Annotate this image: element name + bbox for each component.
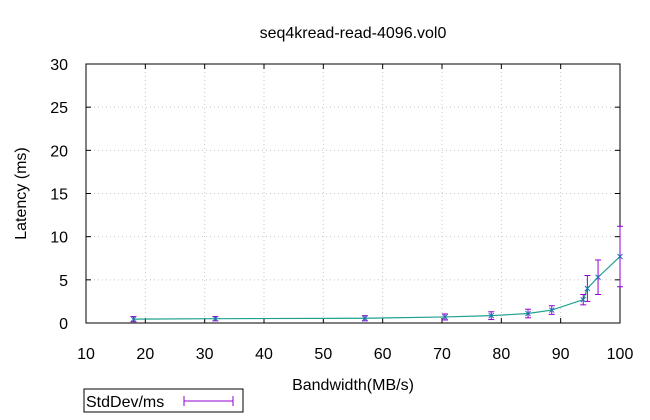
- x-axis-label: Bandwidth(MB/s): [292, 377, 414, 394]
- x-tick-label: 30: [196, 346, 214, 363]
- data-point: [362, 315, 368, 322]
- data-point-stroke: [362, 315, 368, 322]
- data-point-stroke: [580, 296, 587, 303]
- x-tick-label: 40: [255, 346, 273, 363]
- data-point-stroke: [488, 312, 495, 319]
- y-tick-label: 25: [50, 100, 68, 117]
- series-line: [133, 256, 621, 320]
- legend-label: StdDev/ms: [86, 394, 164, 411]
- data-point: [584, 285, 591, 292]
- data-point-stroke: [617, 253, 623, 260]
- data-point: [130, 316, 137, 322]
- data-point: [617, 253, 623, 260]
- data-point: [488, 312, 495, 319]
- data-point-stroke: [584, 285, 591, 292]
- data-point: [580, 296, 587, 303]
- x-tick-label: 60: [374, 346, 392, 363]
- x-tick-label: 50: [314, 346, 332, 363]
- y-tick-label: 5: [59, 273, 68, 290]
- legend: StdDev/ms: [83, 388, 244, 413]
- y-tick-label: 15: [50, 187, 68, 204]
- legend-sample: [183, 396, 234, 406]
- y-axis-label: Latency (ms): [13, 147, 30, 239]
- x-tick-label: 100: [607, 346, 634, 363]
- x-tick-label: 10: [77, 346, 95, 363]
- data-point-stroke: [212, 315, 219, 322]
- y-tick-label: 10: [50, 230, 68, 247]
- x-tick-label: 70: [433, 346, 451, 363]
- x-tick-label: 20: [136, 346, 154, 363]
- x-tick-label: 80: [492, 346, 510, 363]
- data-point: [212, 315, 219, 322]
- data-point-stroke: [595, 274, 601, 281]
- y-tick-label: 0: [59, 316, 68, 333]
- data-point-stroke: [130, 316, 137, 322]
- y-tick-label: 20: [50, 143, 68, 160]
- data-point: [442, 314, 448, 320]
- ticks-layer: 10 20 30 40 50 60 70 80 90 100 0 5 10 15 20 25 30: [50, 57, 633, 363]
- data-point: [595, 274, 601, 281]
- data-point: [525, 310, 531, 317]
- grid-layer: [86, 64, 620, 323]
- legend-box: [83, 388, 244, 413]
- data-point-stroke: [548, 307, 555, 313]
- data-point-stroke: [525, 310, 531, 317]
- y-tick-label: 30: [50, 57, 68, 74]
- series-layer: [130, 225, 623, 323]
- data-point-stroke: [442, 314, 448, 320]
- data-point: [548, 307, 555, 313]
- chart-title: seq4kread-read-4096.vol0: [260, 25, 447, 42]
- x-tick-label: 90: [552, 346, 570, 363]
